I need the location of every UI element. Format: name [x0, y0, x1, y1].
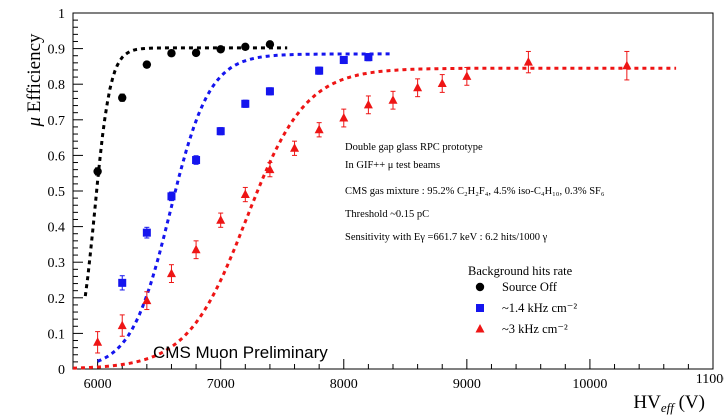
data-point: [413, 82, 423, 92]
data-point: [290, 143, 300, 152]
data-point: [167, 192, 176, 201]
data-point: [241, 42, 250, 52]
data-point: [191, 48, 201, 58]
annotation-line-3: CMS gas mixture : 95.2% C₂H₂F₄, 4.5% iso…: [345, 186, 605, 197]
legend-entry-label: ~1.4 kHz cm⁻²: [502, 301, 577, 315]
data-point: [364, 53, 373, 62]
y-tick-label: 0.1: [48, 327, 66, 342]
data-point: [265, 87, 274, 96]
data-points: [93, 40, 632, 354]
fit-curves: [73, 46, 677, 370]
data-point: [475, 324, 485, 333]
y-tick-label: 0.6: [48, 149, 66, 164]
data-point: [216, 127, 225, 136]
data-point: [118, 278, 127, 287]
y-axis-title: μ Efficiency: [24, 33, 45, 128]
data-point: [241, 99, 250, 108]
data-point: [166, 268, 176, 278]
data-point: [265, 40, 275, 49]
y-tick-label: 0: [58, 363, 65, 378]
watermark-label: CMS Muon Preliminary: [153, 343, 328, 362]
legend-title: Background hits rate: [468, 264, 573, 278]
data-point: [523, 57, 533, 66]
y-tick-label: 0.8: [48, 78, 66, 93]
data-point: [142, 295, 152, 305]
y-tick-label: 0.4: [48, 221, 66, 236]
data-point: [240, 189, 250, 199]
annotation-line-1: Double gap glass RPC prototype: [345, 142, 483, 153]
y-tick-label: 0.2: [48, 292, 66, 307]
x-tick-label: 6000: [84, 377, 112, 392]
fit-curve: [97, 52, 393, 363]
annotation-line-2: In GIF++ μ test beams: [345, 160, 440, 171]
data-point: [142, 228, 151, 237]
y-tick-label: 0.7: [48, 114, 66, 129]
legend-entry-label: ~3 kHz cm⁻²: [502, 322, 568, 336]
data-point: [216, 45, 225, 54]
x-tick-label: 11000: [696, 372, 724, 387]
data-point: [462, 71, 472, 80]
x-tick-label: 9000: [453, 377, 481, 392]
data-point: [339, 55, 348, 64]
axes: 0 0.1 0.2 0.3 0.4 0.5 0.6 0.7 0.8 0.9 1 6000 7000 800…: [48, 7, 724, 392]
data-point: [192, 156, 201, 165]
data-point: [388, 95, 398, 104]
data-point: [117, 320, 127, 330]
y-tick-label: 1: [58, 7, 65, 22]
data-point: [314, 124, 324, 134]
y-tick-label: 0.9: [48, 43, 66, 58]
data-point: [191, 244, 201, 254]
data-point: [118, 93, 127, 102]
data-point: [216, 215, 226, 224]
data-point: [363, 99, 373, 109]
data-point: [622, 60, 632, 70]
data-point: [142, 60, 152, 69]
legend: Background hits rate Source Off ~1.4 kHz …: [468, 264, 577, 336]
y-tick-label: 0.3: [48, 256, 66, 271]
data-point: [167, 49, 176, 58]
x-tick-label: 8000: [330, 377, 358, 392]
data-point: [93, 167, 102, 176]
x-axis-title: HVeff (V): [633, 392, 705, 415]
data-point: [339, 113, 349, 122]
data-point: [315, 66, 324, 75]
x-tick-label: 7000: [207, 377, 235, 392]
fit-curve: [83, 46, 288, 297]
data-point: [475, 282, 485, 292]
data-point: [265, 164, 275, 174]
annotation-line-4: Threshold ~0.15 pC: [345, 209, 429, 220]
data-point: [476, 304, 484, 312]
data-point: [93, 337, 103, 346]
y-tick-label: 0.5: [48, 185, 66, 200]
annotation-line-5: Sensitivity with Eγ =661.7 keV : 6.2 hit…: [345, 232, 548, 243]
fit-curve: [73, 66, 677, 370]
legend-entry-label: Source Off: [502, 280, 558, 294]
data-point: [437, 78, 447, 87]
x-tick-label: 10000: [572, 377, 607, 392]
